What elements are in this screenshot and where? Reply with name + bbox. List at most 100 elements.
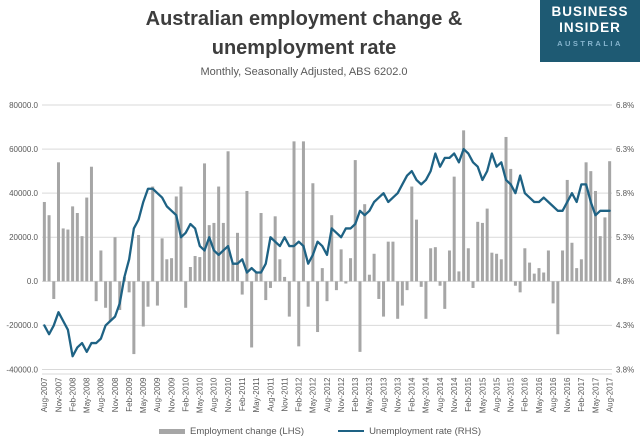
employment-change-bar [259,213,263,282]
right-axis-tick-label: 5.8% [616,189,634,198]
employment-change-bar [551,281,555,304]
employment-change-bar [311,183,315,282]
business-insider-logo: BUSINESS INSIDER AUSTRALIA [540,0,640,62]
employment-change-bar [188,267,192,282]
employment-change-bar [532,273,536,282]
employment-change-bar [584,162,588,282]
employment-change-bar [155,281,159,306]
x-axis-tick-label: Aug-2011 [266,377,275,412]
employment-change-bar [565,179,569,282]
employment-change-bar [212,222,216,282]
employment-change-bar [99,250,103,282]
x-axis-tick-label: Nov-2007 [54,377,63,412]
employment-change-bar [80,236,84,282]
employment-change-bar [429,248,433,282]
employment-change-bar [245,190,249,282]
right-axis-tick-label: 4.8% [616,277,634,286]
x-axis-tick-label: Feb-2009 [125,377,134,412]
x-axis-tick-label: Feb-2014 [408,377,417,412]
employment-change-bar [400,281,404,306]
employment-change-bar [438,281,442,286]
employment-change-bar [170,258,174,282]
right-axis-tick-label: 4.3% [616,321,634,330]
employment-change-bar [509,168,513,282]
x-axis-tick-label: Nov-2008 [111,377,120,412]
employment-change-bar [513,281,517,286]
employment-change-bar [396,281,400,319]
employment-change-bar [283,276,287,282]
x-axis-tick-label: Feb-2011 [238,377,247,411]
employment-change-bar [382,281,386,317]
left-axis-tick-label: 80000.0 [9,101,38,110]
employment-change-bar [358,281,362,352]
employment-change-bar [391,241,395,282]
x-axis-tick-label: Feb-2015 [464,377,473,412]
line-series-swatch-icon [338,429,365,433]
employment-change-bar [367,274,371,282]
employment-change-bar [85,197,89,282]
employment-change-bar [141,281,145,327]
employment-change-bar [66,229,70,282]
bar-series-swatch-icon [159,428,185,434]
left-axis-tick-label: 0.0 [27,277,39,286]
employment-change-bar [203,163,207,282]
employment-change-bar [542,272,546,282]
employment-change-bar [579,259,583,282]
employment-change-bar [42,201,46,282]
employment-change-bar [193,255,197,282]
x-axis-tick-label: Feb-2017 [577,377,586,412]
x-axis-tick-label: Aug-2010 [210,377,219,412]
x-axis-tick-label: Nov-2014 [450,377,459,412]
employment-change-bar [287,281,291,317]
employment-change-bar [386,241,390,282]
left-axis-tick-label: -40000.0 [6,365,38,374]
employment-change-bar [575,268,579,282]
employment-change-bar [127,281,131,293]
employment-change-bar [330,215,334,282]
employment-change-bar [537,268,541,282]
employment-change-bar [443,281,447,309]
x-axis-tick-label: Aug-2007 [40,377,49,412]
employment-change-bar [334,281,338,291]
employment-change-bar [160,238,164,282]
employment-change-bar [231,263,235,282]
x-axis-tick-label: May-2017 [591,377,600,413]
logo-text-insider: INSIDER [559,20,621,36]
employment-change-bar [480,222,484,282]
employment-change-bar [433,247,437,282]
employment-change-bar [457,271,461,282]
x-axis-tick-label: Feb-2010 [181,377,190,412]
employment-change-bar [325,281,329,302]
unemployment-rate-line [43,147,611,358]
employment-change-bar [561,250,565,282]
employment-change-bar [462,130,466,282]
x-axis-tick-label: Aug-2012 [323,377,332,412]
chart-title-line2: unemployment rate [211,37,397,59]
employment-change-bar [217,186,221,282]
x-axis-tick-label: Feb-2008 [68,377,77,412]
employment-change-bar [47,215,51,282]
employment-change-bar [198,257,202,282]
employment-change-bar [108,281,112,322]
employment-change-bar [273,216,277,282]
employment-change-bar [94,281,98,302]
employment-change-bar [264,281,268,301]
employment-change-bar [250,281,254,348]
employment-change-bar [518,281,522,293]
employment-change-bar [75,213,79,282]
employment-change-bar [52,281,56,299]
employment-change-bar [113,237,117,282]
employment-change-bar [603,217,607,282]
employment-change-bar [151,186,155,282]
employment-change-bar [405,281,409,291]
employment-change-bar [447,250,451,282]
x-axis-tick-label: May-2013 [365,377,374,413]
employment-change-bar [466,248,470,282]
employment-change-bar [61,228,65,282]
employment-change-bar [89,166,93,282]
legend-item-unemployment-rate: Unemployment rate (RHS) [338,426,481,437]
employment-change-bar [589,171,593,282]
employment-change-bar [608,161,612,282]
